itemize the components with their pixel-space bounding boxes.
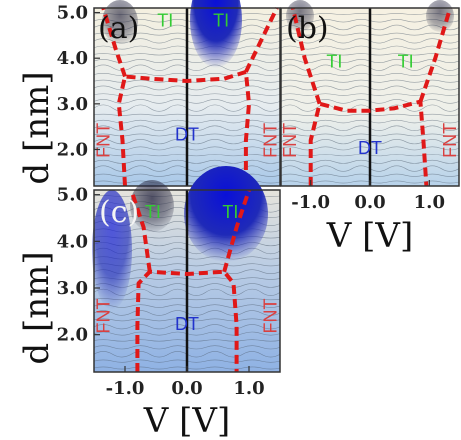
x-tick-label: -1.0 — [106, 378, 145, 399]
panel-a-frame — [93, 7, 281, 187]
panel-a-boundary — [101, 7, 279, 187]
phase-boundary-line — [418, 7, 453, 103]
region-label-dt: DT — [175, 314, 199, 334]
phase-boundary-line — [129, 189, 152, 272]
panel-a-label: (a) — [98, 11, 139, 46]
region-label-fnt: FNT — [261, 299, 281, 334]
panel-c-blue-region-left — [92, 190, 132, 310]
region-label-fnt: FNT — [261, 123, 281, 158]
region-label-ti: TI — [157, 10, 173, 30]
phase-boundary-line — [135, 269, 239, 372]
axis-ticks: 2.0 3.0 4.0 5.0 -1.0 0.0 1.0 2.0 3.0 4.0 5.0 -1.0 0.… — [57, 3, 445, 399]
x-tick-label: 1.0 — [233, 378, 264, 399]
panel-c-y-axis-label: d [nm] — [17, 251, 57, 364]
region-label-ti: TI — [145, 202, 161, 222]
panel-c-dark-region — [130, 180, 174, 232]
region-label-fnt: FNT — [280, 123, 300, 158]
region-label-fnt: FNT — [93, 123, 113, 158]
x-tick-label: 0.0 — [171, 378, 202, 399]
phase-boundary-line — [244, 7, 279, 73]
panel-c-x-axis-label: V [V] — [143, 401, 230, 440]
region-label-fnt: FNT — [440, 123, 460, 158]
x-tick-label: 1.0 — [414, 192, 445, 213]
region-label-ti: TI — [398, 51, 414, 71]
panel-b-x-axis-label: V [V] — [326, 216, 413, 256]
region-label-dt: DT — [175, 124, 199, 144]
y-tick-label: 5.0 — [57, 185, 88, 206]
region-label-ti: TI — [222, 202, 238, 222]
phase-boundary-line — [116, 69, 251, 187]
phase-boundary-line — [290, 7, 322, 105]
panel-b-label: (b) — [286, 11, 329, 46]
y-tick-label: 4.0 — [57, 231, 88, 252]
region-label-ti: TI — [213, 10, 229, 30]
x-tick-label: -1.0 — [291, 192, 330, 213]
x-tick-label: 0.0 — [354, 192, 385, 213]
panel-c-boundary — [129, 189, 251, 372]
y-tick-label: 2.0 — [57, 325, 88, 346]
y-tick-label: 3.0 — [57, 278, 88, 299]
panel-a-y-axis-label: d [nm] — [17, 71, 57, 184]
y-tick-label: 3.0 — [57, 94, 88, 115]
y-tick-label: 4.0 — [57, 48, 88, 69]
region-label-dt: DT — [358, 138, 382, 158]
panel-a-blue-region — [190, 0, 242, 68]
panel-b-boundary — [290, 7, 453, 187]
panel-b: TI TI FNT DT FNT (b) — [280, 0, 460, 187]
y-tick-label: 2.0 — [57, 139, 88, 160]
phase-boundary-line — [222, 189, 251, 273]
region-label-ti: TI — [326, 51, 342, 71]
panel-a: TI TI FNT DT FNT (a) — [93, 0, 281, 187]
region-label-fnt: FNT — [93, 299, 113, 334]
panel-c: TI TI FNT DT FNT (c) — [92, 166, 281, 373]
panel-c-label: (c) — [99, 195, 139, 230]
y-tick-label: 5.0 — [57, 3, 88, 24]
phase-boundary-line — [101, 7, 127, 78]
phase-boundary-line — [308, 99, 429, 187]
